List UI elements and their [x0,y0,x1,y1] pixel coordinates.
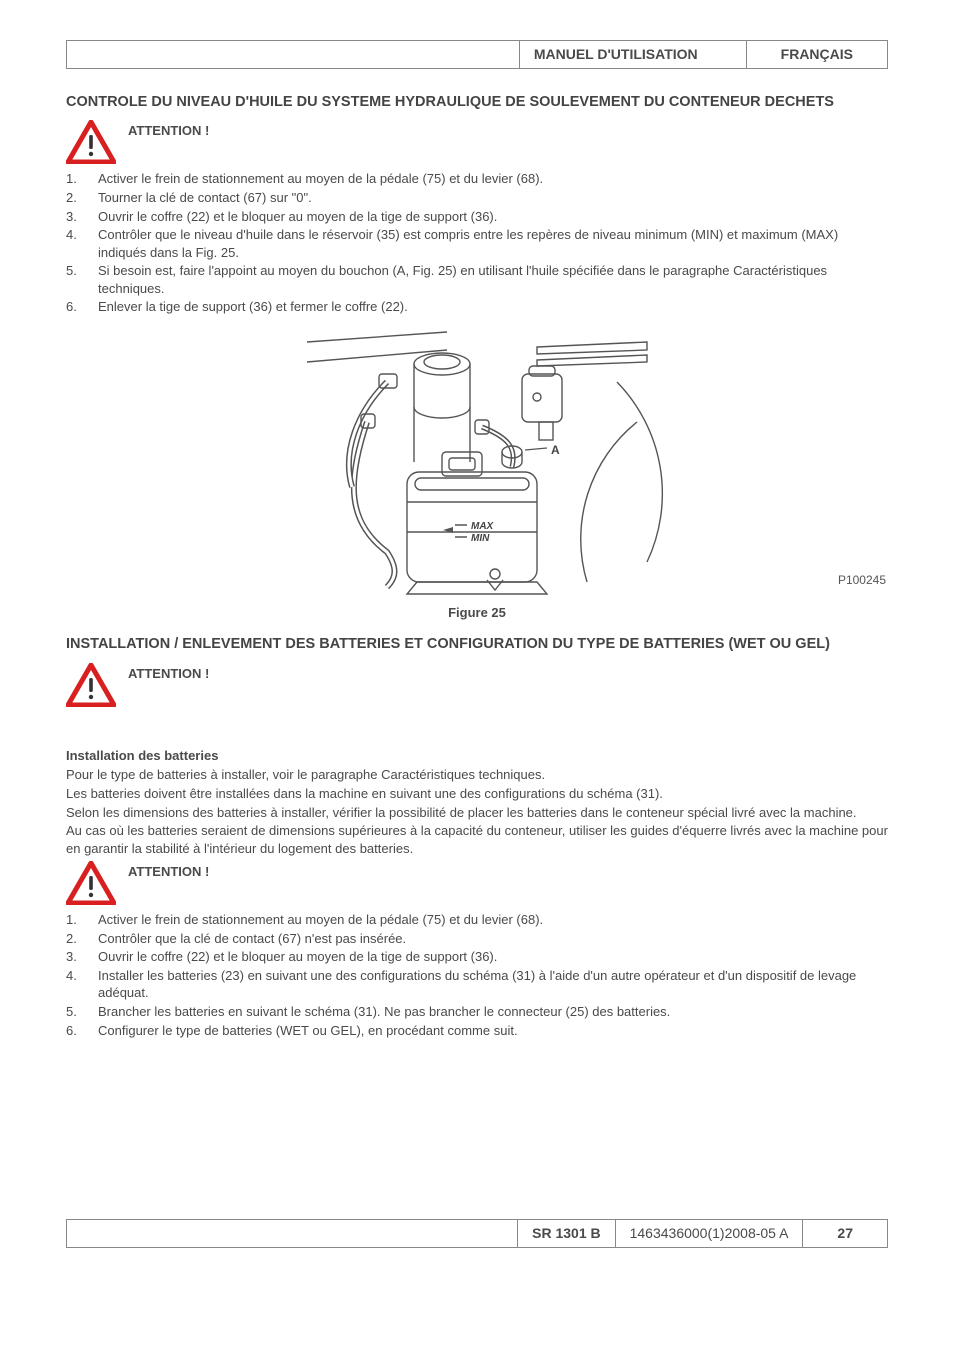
warning-icon [66,120,116,164]
section1-attention: ATTENTION ! [66,120,888,164]
step-text: Si besoin est, faire l'appoint au moyen … [98,262,888,297]
figure-max: MAX [471,521,495,532]
figure-ref-id: P100245 [838,572,886,588]
step-item: Ouvrir le coffre (22) et le bloquer au m… [66,208,888,226]
section2-steps: Activer le frein de stationnement au moy… [66,911,888,1039]
step-item: Installer les batteries (23) en suivant … [66,967,888,1002]
section2-title: INSTALLATION / ENLEVEMENT DES BATTERIES … [66,635,888,655]
step-text: Brancher les batteries en suivant le sch… [98,1003,888,1021]
step-item: Brancher les batteries en suivant le sch… [66,1003,888,1021]
section2-para: Les batteries doivent être installées da… [66,785,888,803]
warning-icon [66,663,116,707]
footer-spacer [67,1220,518,1247]
step-item: Configurer le type de batteries (WET ou … [66,1022,888,1040]
header-language: FRANÇAIS [747,41,887,68]
footer-page: 27 [803,1220,887,1247]
step-text: Enlever la tige de support (36) et ferme… [98,298,888,316]
header-spacer [67,41,520,68]
step-text: Activer le frein de stationnement au moy… [98,170,888,188]
attention-label: ATTENTION ! [128,663,209,683]
step-item: Contrôler que la clé de contact (67) n'e… [66,930,888,948]
page-header: MANUEL D'UTILISATION FRANÇAIS [66,40,888,69]
footer-model: SR 1301 B [518,1220,615,1247]
step-text: Tourner la clé de contact (67) sur "0". [98,189,888,207]
step-text: Configurer le type de batteries (WET ou … [98,1022,888,1040]
step-item: Enlever la tige de support (36) et ferme… [66,298,888,316]
footer-doc: 1463436000(1)2008-05 A [616,1220,804,1247]
section2-attention2: ATTENTION ! [66,861,888,905]
step-item: Si besoin est, faire l'appoint au moyen … [66,262,888,297]
attention-label: ATTENTION ! [128,861,209,881]
figure-label-a: A [551,443,560,457]
section2-para: Selon les dimensions des batteries à ins… [66,804,888,822]
section2-para: Au cas où les batteries seraient de dime… [66,822,888,857]
step-text: Activer le frein de stationnement au moy… [98,911,888,929]
attention-label: ATTENTION ! [128,120,209,140]
header-manual-title: MANUEL D'UTILISATION [520,41,747,68]
figure-caption: Figure 25 [66,604,888,622]
figure25-svg: A MAX MIN [287,322,667,602]
section1-title: CONTROLE DU NIVEAU D'HUILE DU SYSTEME HY… [66,93,888,113]
figure-min: MIN [471,533,490,544]
step-item: Tourner la clé de contact (67) sur "0". [66,189,888,207]
step-text: Ouvrir le coffre (22) et le bloquer au m… [98,208,888,226]
section2-para: Pour le type de batteries à installer, v… [66,766,888,784]
step-item: Contrôler que le niveau d'huile dans le … [66,226,888,261]
section1-steps: Activer le frein de stationnement au moy… [66,170,888,315]
section2-attention: ATTENTION ! [66,663,888,707]
figure25: A MAX MIN P100245 [66,322,888,602]
step-item: Activer le frein de stationnement au moy… [66,170,888,188]
warning-icon [66,861,116,905]
page-footer: SR 1301 B 1463436000(1)2008-05 A 27 [66,1219,888,1248]
step-text: Installer les batteries (23) en suivant … [98,967,888,1002]
step-item: Activer le frein de stationnement au moy… [66,911,888,929]
step-item: Ouvrir le coffre (22) et le bloquer au m… [66,948,888,966]
step-text: Contrôler que la clé de contact (67) n'e… [98,930,888,948]
step-text: Ouvrir le coffre (22) et le bloquer au m… [98,948,888,966]
section2-subhead: Installation des batteries [66,747,888,765]
step-text: Contrôler que le niveau d'huile dans le … [98,226,888,261]
